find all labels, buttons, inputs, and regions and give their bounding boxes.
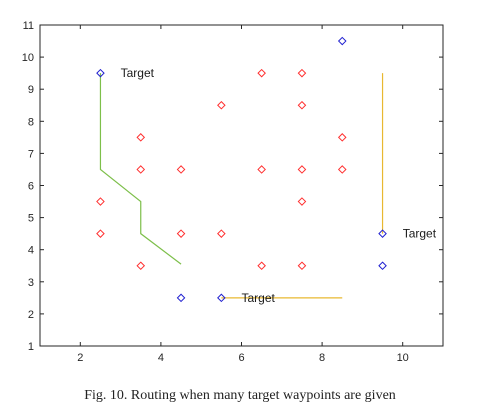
red-waypoint-13 [297,100,307,110]
route-line-green-0 [99,73,182,265]
red-waypoint-8 [217,229,226,238]
y-tick-label: 2 [28,309,34,321]
red-waypoint-3 [136,165,146,174]
x-tick-label: 6 [238,352,244,364]
y-tick-label: 6 [28,181,34,193]
y-tick-label: 11 [23,20,34,32]
y-tick-label: 8 [28,116,34,128]
red-waypoint-12 [297,68,307,78]
blue-waypoint-1 [176,293,186,303]
red-waypoint-9 [257,68,266,78]
blue-waypoint-3 [337,36,347,46]
target-annotation-2: Target [403,227,437,241]
target-annotation-0: Target [121,66,155,80]
y-tick-label: 4 [28,245,34,257]
red-waypoint-15 [297,197,307,206]
red-waypoint-10 [257,165,266,174]
blue-waypoint-4 [378,229,387,238]
x-tick-label: 10 [397,352,409,364]
red-waypoint-0 [96,197,105,206]
y-tick-label: 3 [28,277,34,289]
y-tick-label: 9 [28,84,34,96]
route-lines [99,73,384,299]
red-waypoint-5 [176,165,186,174]
waypoint-markers [96,36,387,303]
red-waypoint-14 [297,165,307,174]
blue-waypoint-0 [96,68,105,78]
y-tick-label: 5 [28,213,34,225]
blue-waypoint-2 [217,293,226,303]
red-waypoint-17 [337,133,347,142]
red-waypoint-7 [217,100,226,110]
red-waypoint-11 [257,261,266,271]
red-waypoint-1 [96,229,105,238]
red-waypoint-6 [176,229,186,238]
x-tick-label: 2 [77,352,83,364]
target-annotation-1: Target [242,291,276,305]
red-waypoint-4 [136,261,146,271]
red-waypoint-18 [337,165,347,174]
blue-waypoint-5 [378,261,387,271]
y-tick-label: 1 [28,341,34,353]
red-waypoint-2 [136,133,146,142]
annotations: Target Target Target [121,66,437,305]
y-tick-label: 10 [22,52,34,64]
x-tick-label: 8 [319,352,325,364]
figure-caption: Fig. 10. Routing when many target waypoi… [84,388,396,403]
red-waypoint-16 [297,261,307,271]
y-tick-label: 7 [28,148,34,160]
x-tick-label: 4 [158,352,164,364]
